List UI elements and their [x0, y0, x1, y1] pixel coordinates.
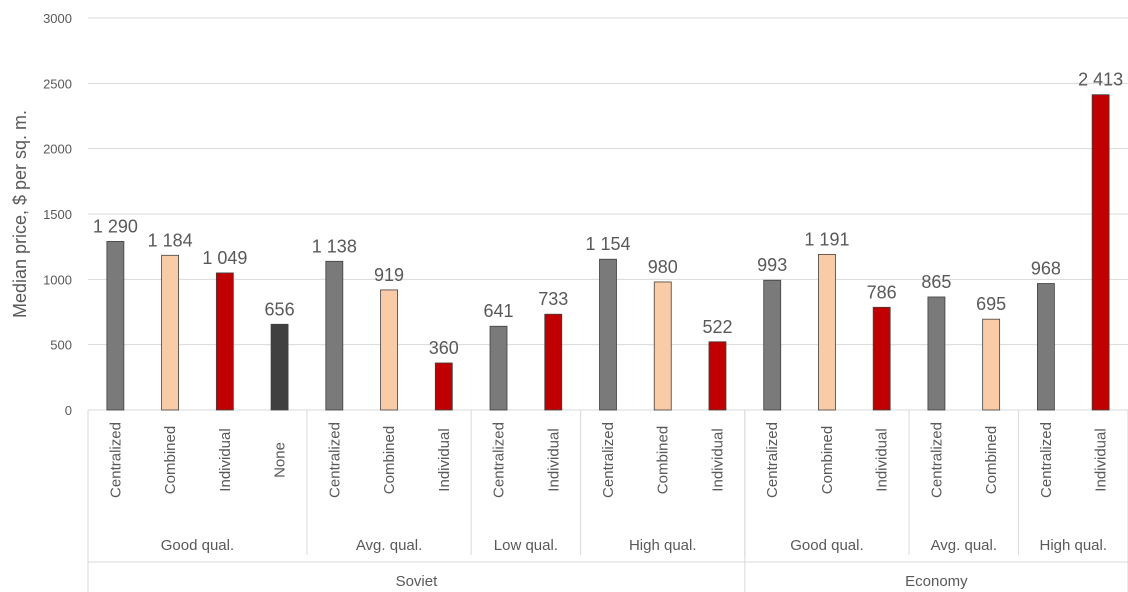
y-axis-label: Median price, $ per sq. m. [10, 110, 30, 318]
data-label: 1 191 [804, 229, 849, 249]
bar [270, 323, 289, 411]
bar [215, 272, 234, 411]
x-category-label: Individual [217, 428, 234, 491]
y-tick-label: 500 [50, 338, 72, 353]
x-category-label: Individual [545, 428, 562, 491]
bar [763, 279, 782, 411]
bar [653, 281, 672, 411]
x-type-group-label: Soviet [396, 573, 439, 590]
data-label: 1 184 [148, 230, 193, 250]
bar [434, 362, 453, 411]
x-category-label: Centralized [1038, 422, 1055, 498]
bar [380, 289, 398, 411]
data-label: 695 [976, 294, 1006, 314]
data-label: 865 [921, 272, 951, 292]
x-category-label: None [272, 442, 289, 478]
x-quality-group-label: High qual. [629, 537, 697, 554]
bar [544, 313, 563, 411]
x-type-group-label: Economy [905, 573, 968, 590]
bar [489, 325, 508, 411]
bar [325, 260, 344, 411]
y-tick-label: 2000 [43, 142, 72, 157]
data-label: 522 [702, 317, 732, 337]
x-category-label: Centralized [600, 422, 617, 498]
x-axis-categories: Centralized Combined Individual None Central… [107, 422, 1109, 498]
data-label: 1 154 [585, 234, 630, 254]
bar [161, 254, 180, 411]
y-tick-label: 1500 [43, 207, 72, 222]
bar [708, 341, 727, 411]
data-label: 2 413 [1078, 70, 1123, 90]
x-quality-group-label: Good qual. [790, 537, 863, 554]
data-label: 968 [1031, 259, 1061, 279]
data-label: 980 [648, 257, 678, 277]
x-axis-groups: Good qual. Avg. qual. Low qual. High qual. G… [161, 537, 1107, 590]
data-label: 641 [484, 301, 514, 321]
data-label: 1 138 [312, 236, 357, 256]
x-category-label: Individual [709, 428, 726, 491]
x-quality-group-label: Good qual. [161, 537, 234, 554]
bar [982, 318, 1001, 411]
bar [818, 253, 836, 411]
x-quality-group-label: Avg. qual. [931, 537, 997, 554]
data-label: 919 [374, 265, 404, 285]
bar [1036, 283, 1055, 411]
y-axis-ticks: 0 500 1000 1500 2000 2500 3000 [43, 11, 72, 418]
data-label: 656 [265, 299, 295, 319]
x-category-label: Centralized [107, 422, 124, 498]
bars [106, 94, 1110, 411]
bar [927, 296, 946, 411]
x-category-label: Centralized [928, 422, 945, 498]
x-category-label: Combined [983, 426, 1000, 494]
x-category-label: Individual [1093, 428, 1110, 491]
bar [106, 241, 125, 411]
x-category-label: Combined [655, 426, 672, 494]
x-quality-group-label: High qual. [1039, 537, 1107, 554]
y-tick-label: 3000 [43, 11, 72, 26]
y-tick-label: 2500 [43, 76, 72, 91]
bar [872, 306, 891, 411]
data-labels: 1 290 1 184 1 049 656 1 138 919 360 641 733 1 154… [93, 70, 1123, 358]
x-category-label: Individual [874, 428, 891, 491]
data-label: 1 049 [202, 248, 247, 268]
data-label: 1 290 [93, 216, 138, 236]
x-category-label: Combined [162, 426, 179, 494]
x-category-label: Centralized [326, 422, 343, 498]
x-category-label: Centralized [491, 422, 508, 498]
bar [599, 258, 617, 411]
data-label: 733 [538, 289, 568, 309]
bar [1091, 94, 1110, 411]
data-label: 993 [757, 255, 787, 275]
x-category-label: Centralized [764, 422, 781, 498]
x-quality-group-label: Avg. qual. [356, 537, 422, 554]
group-separators [87, 410, 1128, 592]
y-tick-label: 0 [65, 403, 72, 418]
x-category-label: Combined [819, 426, 836, 494]
data-label: 786 [867, 282, 897, 302]
x-category-label: Combined [381, 426, 398, 494]
x-quality-group-label: Low qual. [494, 537, 558, 554]
data-label: 360 [429, 338, 459, 358]
y-tick-label: 1000 [43, 272, 72, 287]
x-category-label: Individual [436, 428, 453, 491]
